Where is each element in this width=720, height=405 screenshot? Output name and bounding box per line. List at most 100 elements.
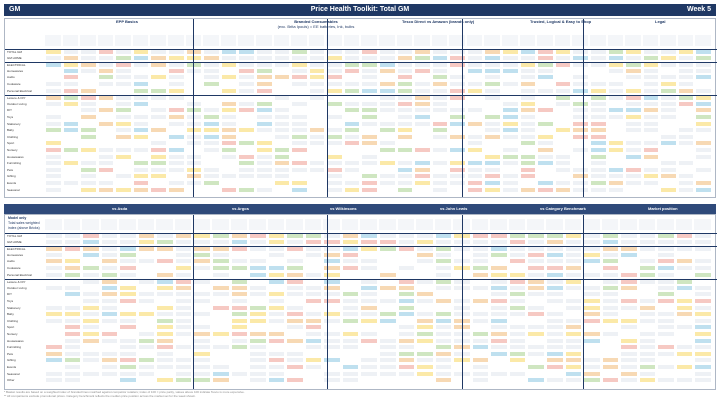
- table-cell: [292, 101, 307, 106]
- table-cell: [472, 358, 489, 363]
- table-row: Clothing: [5, 134, 717, 140]
- table-cell: [639, 345, 656, 350]
- table-cell: [342, 338, 359, 343]
- table-cell: [472, 252, 489, 257]
- table-cell: [287, 378, 303, 383]
- table-cell: [213, 272, 229, 277]
- table-cell: [101, 312, 118, 317]
- table-cell: [151, 88, 167, 93]
- table-cell: [538, 75, 553, 80]
- table-cell: [398, 266, 415, 270]
- table-cell: [380, 272, 396, 277]
- table-cell: [324, 371, 340, 376]
- table-cell: [676, 234, 693, 238]
- table-cell: [467, 141, 483, 146]
- table-cell: [520, 128, 536, 133]
- table-cell: [186, 55, 202, 60]
- table-cell: [639, 247, 656, 252]
- table-cell: [417, 247, 433, 252]
- table-cell: [590, 108, 606, 113]
- table-cell: [231, 239, 248, 244]
- table-cell: [309, 96, 325, 101]
- table-row: Cookware: [5, 266, 717, 271]
- table-cell: [602, 292, 619, 297]
- table-cell: [432, 63, 448, 68]
- table-cell: [639, 312, 656, 317]
- table-cell: [138, 345, 155, 350]
- table-cell: [678, 96, 694, 101]
- column-header: [396, 35, 413, 46]
- table-cell: [695, 292, 711, 297]
- table-cell: [565, 371, 582, 376]
- table-cell: [194, 332, 210, 336]
- table-cell: [584, 239, 600, 244]
- table-cell: [491, 234, 507, 238]
- table-cell: [305, 358, 322, 363]
- table-cell: [509, 351, 526, 356]
- table-cell: [696, 121, 711, 126]
- table-cell: [565, 345, 582, 350]
- table-cell: [676, 280, 693, 285]
- table-cell: [63, 181, 79, 185]
- column-header: [273, 35, 290, 46]
- table-cell: [194, 299, 210, 303]
- table-cell: [602, 252, 619, 257]
- table-cell: [639, 365, 656, 369]
- table-cell: [361, 247, 377, 252]
- table-cell: [547, 259, 563, 264]
- table-cell: [64, 358, 81, 363]
- column-header: [694, 219, 711, 230]
- table-cell: [63, 88, 79, 93]
- table-cell: [46, 154, 61, 159]
- table-cell: [305, 318, 322, 323]
- table-cell: [528, 239, 544, 244]
- column-header: [255, 35, 272, 46]
- table-cell: [64, 318, 81, 323]
- table-cell: [467, 108, 483, 113]
- table-cell: [169, 96, 184, 101]
- table-cell: [194, 365, 210, 369]
- table-cell: [169, 55, 184, 60]
- table-cell: [324, 358, 340, 363]
- table-cell: [361, 266, 377, 270]
- table-cell: [256, 167, 272, 172]
- table-cell: [116, 174, 131, 179]
- table-cell: [327, 174, 342, 179]
- table-cell: [274, 63, 290, 68]
- table-cell: [520, 141, 536, 146]
- table-cell: [676, 312, 693, 317]
- table-cell: [661, 187, 676, 192]
- table-cell: [116, 55, 131, 60]
- table-cell: [151, 96, 167, 101]
- table-cell: [590, 88, 606, 93]
- table-cell: [46, 55, 61, 60]
- table-cell: [676, 247, 693, 252]
- table-cell: [509, 247, 526, 252]
- table-cell: [138, 234, 155, 238]
- table-cell: [324, 239, 340, 244]
- table-cell: [213, 345, 229, 350]
- table-cell: [186, 154, 202, 159]
- table-cell: [676, 325, 693, 330]
- table-cell: [528, 378, 544, 383]
- table-cell: [485, 63, 501, 68]
- table-cell: [520, 187, 536, 192]
- table-cell: [250, 285, 266, 290]
- table-cell: [169, 187, 184, 192]
- table-cell: [520, 82, 536, 86]
- table-cell: [256, 187, 272, 192]
- table-cell: [81, 128, 96, 133]
- column-header: [323, 219, 340, 230]
- column-header: [80, 35, 96, 46]
- table-cell: [361, 318, 377, 323]
- table-cell: [555, 101, 571, 106]
- row-label: Stationery: [7, 305, 21, 310]
- table-cell: [101, 252, 118, 257]
- footnote-1: * Basket results are based on a weighted…: [4, 390, 245, 394]
- table-cell: [621, 318, 637, 323]
- table-cell: [46, 121, 61, 126]
- table-cell: [590, 55, 606, 60]
- table-cell: [397, 82, 413, 86]
- column-header: [193, 219, 210, 230]
- table-cell: [83, 318, 99, 323]
